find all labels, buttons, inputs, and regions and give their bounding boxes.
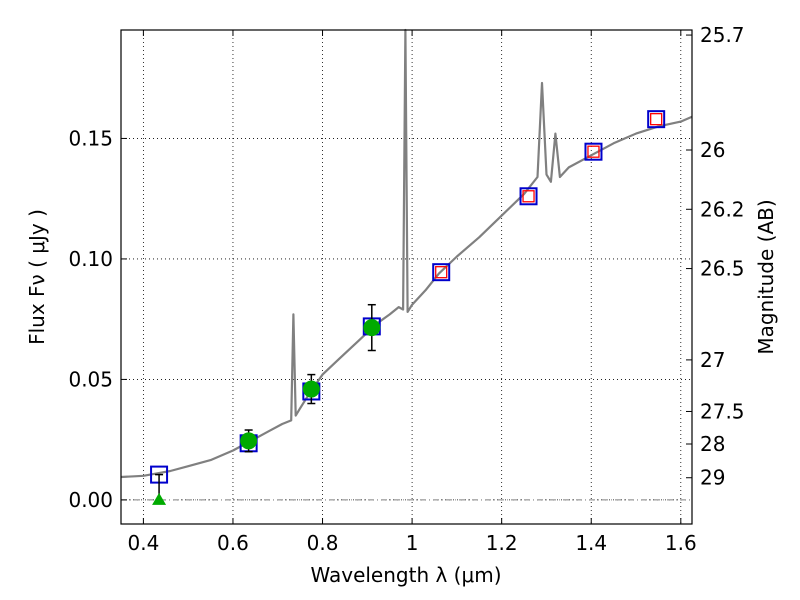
y-right-tick-label: 26.2 <box>700 197 745 221</box>
y-right-tick-label: 29 <box>700 466 725 490</box>
x-axis-label: Wavelength λ (μm) <box>310 563 501 587</box>
x-tick-label: 1.4 <box>575 531 607 555</box>
small-square-point <box>522 190 535 203</box>
spectrum-line <box>120 28 693 479</box>
x-tick-label: 1 <box>406 531 419 555</box>
axis-ticks: 0.4 0.6 0.8 1 1.2 1.4 1.6 0.00 0.05 0.10 0.15 25.7 2… <box>68 23 744 555</box>
small-square-point <box>650 113 663 126</box>
y-right-tick-label: 25.7 <box>700 23 745 47</box>
filled-circle-point <box>240 432 258 450</box>
data-layer <box>120 28 693 505</box>
x-tick-label: 1.2 <box>486 531 518 555</box>
y-right-tick-label: 26.5 <box>700 257 745 281</box>
x-tick-label: 0.6 <box>217 531 249 555</box>
x-tick-label: 0.4 <box>127 531 159 555</box>
x-tick-label: 0.8 <box>307 531 339 555</box>
y-tick-label: 0.05 <box>68 367 113 391</box>
y-tick-label: 0.00 <box>68 488 113 512</box>
filled-circle-point <box>302 380 320 398</box>
y-right-tick-label: 26 <box>700 138 725 162</box>
y-axis-right-label: Magnitude (AB) <box>754 199 778 354</box>
filled-circle-point <box>363 319 381 337</box>
y-right-tick-label: 27.5 <box>700 399 745 423</box>
open-square-point <box>584 142 603 161</box>
open-square-point <box>519 187 538 206</box>
y-tick-label: 0.10 <box>68 247 113 271</box>
open-square-point <box>432 263 451 282</box>
triangle-point <box>152 492 167 505</box>
small-square-point <box>587 145 600 158</box>
plot-frame <box>120 29 693 525</box>
small-square-point <box>435 266 448 279</box>
y-axis-label: Flux Fν ( μJy ) <box>25 209 49 345</box>
open-square-point <box>647 110 666 129</box>
y-tick-label: 0.15 <box>68 126 113 150</box>
y-right-tick-label: 28 <box>700 432 725 456</box>
y-right-tick-label: 27 <box>700 348 725 372</box>
x-tick-label: 1.6 <box>665 531 697 555</box>
